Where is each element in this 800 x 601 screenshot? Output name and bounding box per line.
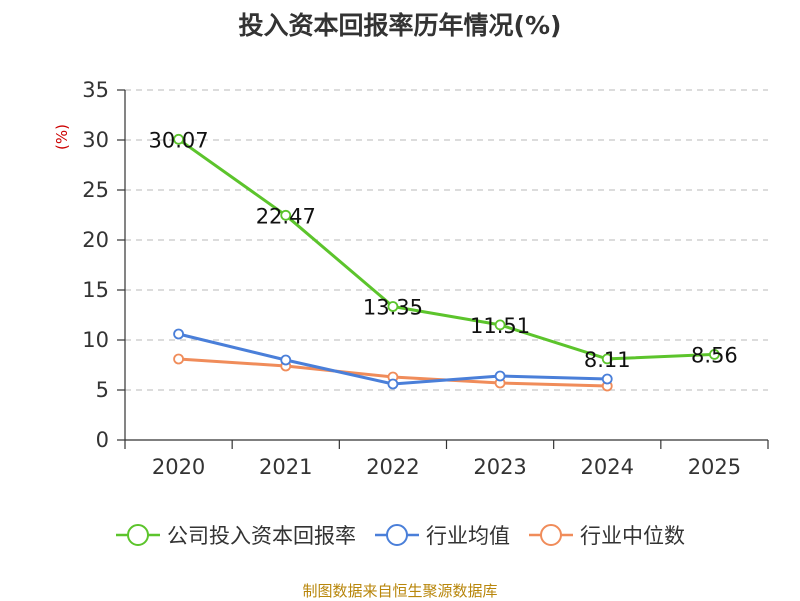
legend-item-0: 公司投入资本回报率 xyxy=(115,520,356,550)
data-point-0-2025 xyxy=(709,348,720,360)
legend-item-2: 行业中位数 xyxy=(528,520,685,550)
x-tick-label-2023: 2023 xyxy=(473,455,526,479)
data-point-1-2020 xyxy=(173,328,184,340)
chart-legend: 公司投入资本回报率 行业均值 行业中位数 xyxy=(0,520,800,550)
data-label-2025: 8.56 xyxy=(691,343,738,367)
y-tick-label-35: 35 xyxy=(82,78,109,102)
y-tick-label-15: 15 xyxy=(82,278,109,302)
y-tick-label-10: 10 xyxy=(82,328,109,352)
data-point-0-2022 xyxy=(387,301,399,312)
data-label-2020: 30.07 xyxy=(149,128,209,152)
series-line-0 xyxy=(177,138,715,361)
x-tick-label-2021: 2021 xyxy=(259,455,312,479)
y-tick-label-20: 20 xyxy=(82,228,109,252)
legend-marker-icon xyxy=(116,524,160,546)
legend-marker-icon xyxy=(529,524,573,546)
data-label-2024: 8.11 xyxy=(584,348,631,372)
legend-marker-icon xyxy=(375,524,419,546)
legend-label: 行业中位数 xyxy=(580,524,685,548)
data-label-2023: 11.51 xyxy=(470,314,530,338)
x-tick-label-2024: 2024 xyxy=(581,455,634,479)
data-label-2021: 22.47 xyxy=(256,204,316,228)
data-point-1-2021 xyxy=(280,354,292,366)
data-point-1-2023 xyxy=(494,370,506,382)
y-tick-label-5: 5 xyxy=(96,378,109,402)
data-point-0-2021 xyxy=(280,209,292,221)
legend-label: 公司投入资本回报率 xyxy=(167,524,356,548)
data-point-1-2024 xyxy=(601,373,613,385)
legend-item-1: 行业均值 xyxy=(374,520,510,550)
data-point-0-2024 xyxy=(601,353,613,365)
data-point-1-2022 xyxy=(387,378,399,390)
y-tick-label-30: 30 xyxy=(82,128,109,152)
data-label-2022: 13.35 xyxy=(363,296,423,320)
data-source-note: 制图数据来自恒生聚源数据库 xyxy=(302,582,498,600)
chart-title: 投入资本回报率历年情况(%) xyxy=(238,11,562,40)
legend-label: 行业均值 xyxy=(426,524,510,548)
data-point-0-2023 xyxy=(494,319,506,331)
x-tick-label-2022: 2022 xyxy=(366,455,419,479)
x-tick-label-2025: 2025 xyxy=(688,455,741,479)
y-tick-label-0: 0 xyxy=(96,428,109,452)
y-tick-label-25: 25 xyxy=(82,178,109,202)
data-point-2-2020 xyxy=(173,353,184,365)
x-tick-label-2020: 2020 xyxy=(152,455,205,479)
data-point-0-2020 xyxy=(173,133,184,145)
